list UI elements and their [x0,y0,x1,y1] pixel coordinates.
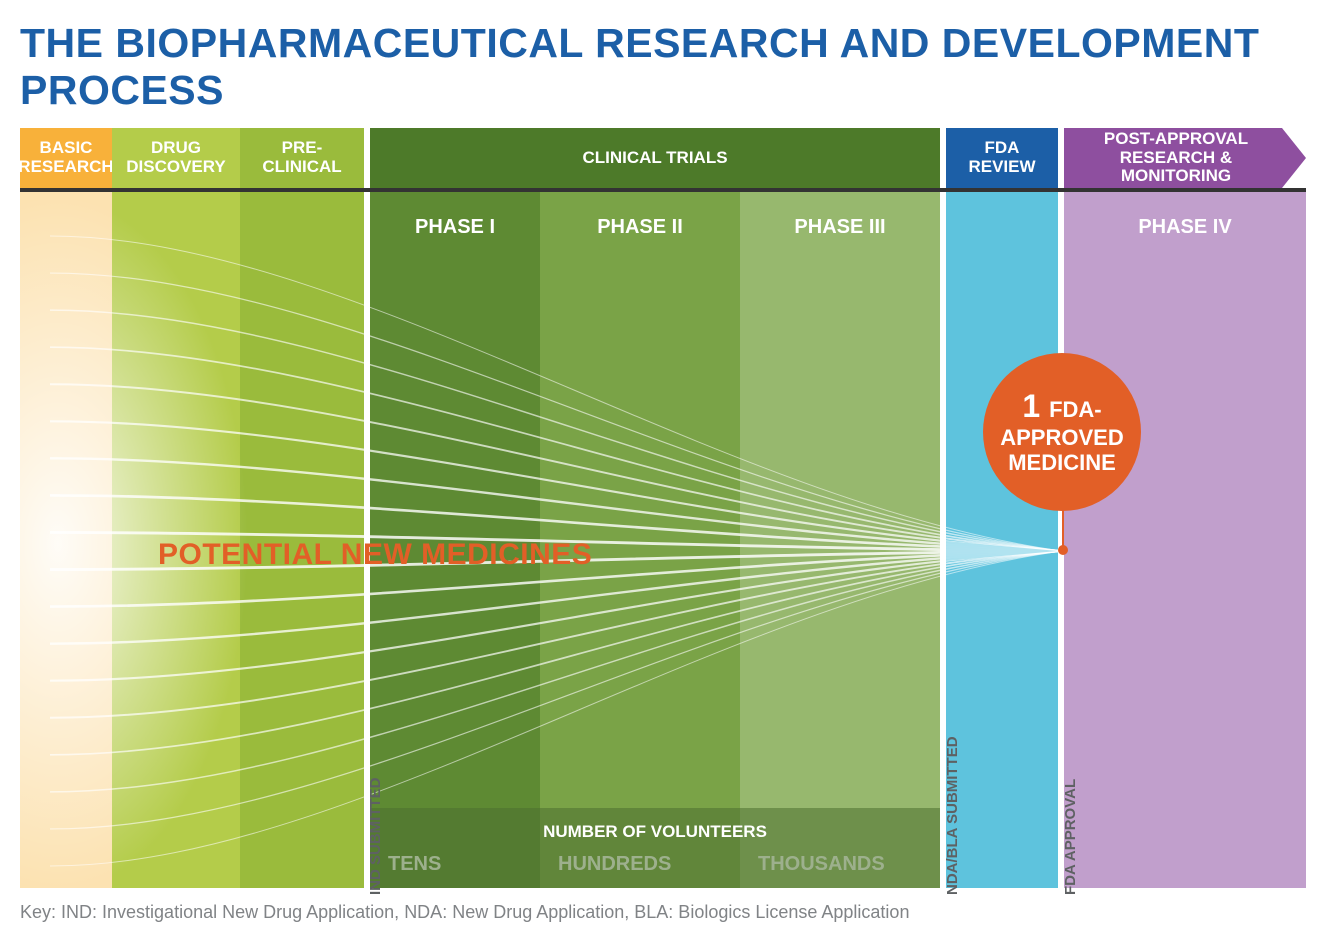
post-approval-col-phase-label: PHASE IV [1064,216,1306,239]
post-approval-col: PHASE IV [1064,192,1306,888]
header-band: BASICRESEARCHDRUGDISCOVERYPRE-CLINICALCL… [20,128,1306,192]
header-clinical-trials: CLINICAL TRIALS [370,128,940,188]
phase2-col-phase-label: PHASE II [540,216,740,239]
fda-review-col [946,192,1058,888]
phase3-col: PHASE IIITHOUSANDS [740,192,940,888]
page-title: THE BIOPHARMACEUTICAL RESEARCH AND DEVEL… [20,20,1306,114]
header-basic-research: BASICRESEARCH [20,128,112,188]
phase3-col-phase-label: PHASE III [740,216,940,239]
milestone-nda-bla-submitted: NDA/BLA SUBMITTED [944,736,961,895]
legend-key: Key: IND: Investigational New Drug Appli… [20,902,1306,923]
phase1-col-phase-label: PHASE I [370,216,540,239]
potential-new-medicines-label: POTENTIAL NEW MEDICINES [158,538,592,572]
milestone-ind-submitted: IND SUBMITTED [367,778,384,896]
header-drug-discovery: DRUGDISCOVERY [112,128,240,188]
header-post-approval: POST-APPROVALRESEARCH &MONITORING [1064,128,1306,188]
milestone-fda-approval: FDA APPROVAL [1062,779,1079,895]
header-fda-review: FDAREVIEW [946,128,1058,188]
volunteers-bg [370,808,940,888]
header-pre-clinical: PRE-CLINICAL [240,128,364,188]
process-chart: BASICRESEARCHDRUGDISCOVERYPRE-CLINICALCL… [20,128,1306,888]
fda-approved-bubble: 1 FDA-APPROVEDMEDICINE [983,353,1141,511]
basic-research-col [20,192,112,888]
bubble-pin [1062,507,1064,550]
volunteers-header: NUMBER OF VOLUNTEERS [370,822,940,842]
